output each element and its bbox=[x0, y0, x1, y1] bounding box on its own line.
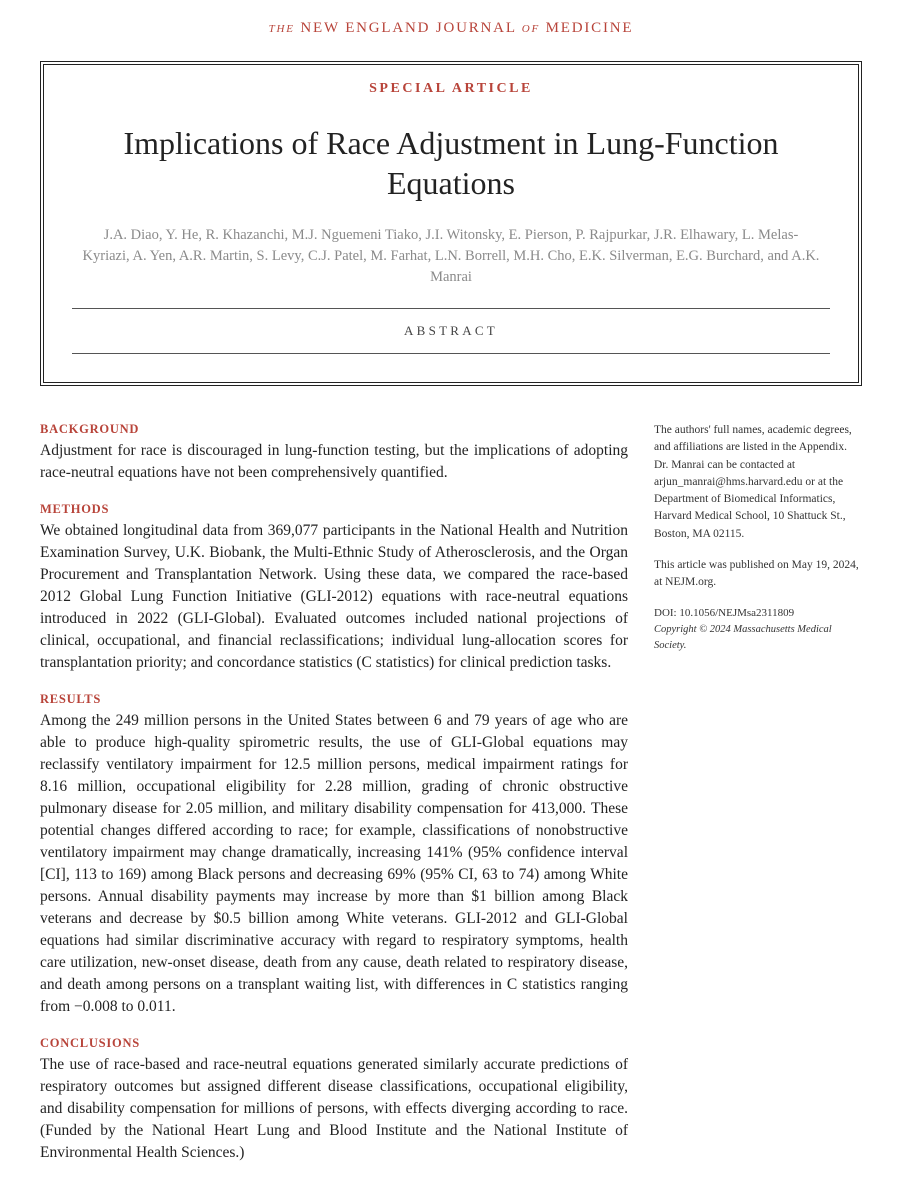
side-column: The authors' full names, academic degree… bbox=[654, 404, 862, 1164]
journal-of: of bbox=[522, 20, 540, 36]
abstract-body: BACKGROUND Adjustment for race is discou… bbox=[40, 404, 862, 1164]
copyright: Copyright © 2024 Massachusetts Medical S… bbox=[654, 622, 862, 654]
article-title: Implications of Race Adjustment in Lung-… bbox=[112, 123, 790, 203]
author-list: J.A. Diao, Y. He, R. Khazanchi, M.J. Ngu… bbox=[82, 225, 820, 288]
page: The NEW ENGLAND JOURNAL of MEDICINE SPEC… bbox=[0, 0, 902, 1200]
article-type: SPECIAL ARTICLE bbox=[72, 81, 830, 97]
affiliations-note: The authors' full names, academic degree… bbox=[654, 422, 862, 543]
section-body-methods: We obtained longitudinal data from 369,0… bbox=[40, 520, 628, 674]
main-column: BACKGROUND Adjustment for race is discou… bbox=[40, 404, 628, 1164]
section-body-results: Among the 249 million persons in the Uni… bbox=[40, 710, 628, 1018]
title-frame: SPECIAL ARTICLE Implications of Race Adj… bbox=[40, 61, 862, 386]
section-head-conclusions: CONCLUSIONS bbox=[40, 1036, 628, 1051]
section-head-methods: METHODS bbox=[40, 502, 628, 517]
journal-name: The NEW ENGLAND JOURNAL of MEDICINE bbox=[40, 20, 862, 37]
abstract-label: ABSTRACT bbox=[72, 319, 830, 343]
journal-part1: NEW ENGLAND JOURNAL bbox=[300, 20, 516, 36]
section-head-background: BACKGROUND bbox=[40, 422, 628, 437]
section-body-background: Adjustment for race is discouraged in lu… bbox=[40, 440, 628, 484]
section-body-conclusions: The use of race-based and race-neutral e… bbox=[40, 1054, 628, 1164]
publication-note: This article was published on May 19, 20… bbox=[654, 557, 862, 592]
journal-part2: MEDICINE bbox=[546, 20, 634, 36]
rule-bottom bbox=[72, 353, 830, 354]
journal-the: The bbox=[269, 20, 295, 36]
rule-top bbox=[72, 308, 830, 309]
section-head-results: RESULTS bbox=[40, 692, 628, 707]
doi: DOI: 10.1056/NEJMsa2311809 bbox=[654, 605, 862, 622]
title-frame-inner: SPECIAL ARTICLE Implications of Race Adj… bbox=[43, 64, 859, 383]
